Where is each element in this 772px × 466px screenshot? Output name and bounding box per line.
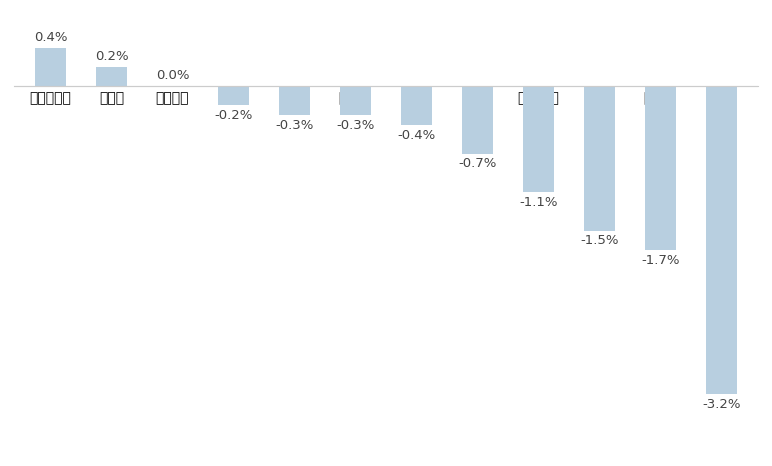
Bar — [706, 86, 736, 394]
Bar — [218, 86, 249, 105]
Text: -0.4%: -0.4% — [398, 129, 435, 142]
Bar — [279, 86, 310, 115]
Text: -0.2%: -0.2% — [215, 109, 252, 122]
Text: -0.3%: -0.3% — [276, 119, 313, 132]
Bar — [36, 48, 66, 86]
Text: -1.1%: -1.1% — [520, 196, 557, 209]
Bar — [401, 86, 432, 124]
Text: 0.2%: 0.2% — [95, 50, 128, 63]
Bar — [96, 67, 127, 86]
Bar — [584, 86, 615, 231]
Text: -1.5%: -1.5% — [581, 234, 618, 247]
Text: -0.7%: -0.7% — [459, 158, 496, 171]
Text: -1.7%: -1.7% — [642, 254, 680, 267]
Text: -3.2%: -3.2% — [703, 398, 741, 411]
Text: 0.4%: 0.4% — [34, 31, 67, 44]
Bar — [523, 86, 554, 192]
Text: -0.3%: -0.3% — [337, 119, 374, 132]
Bar — [462, 86, 493, 153]
Bar — [645, 86, 676, 250]
Bar — [340, 86, 371, 115]
Text: 0.0%: 0.0% — [156, 69, 189, 82]
